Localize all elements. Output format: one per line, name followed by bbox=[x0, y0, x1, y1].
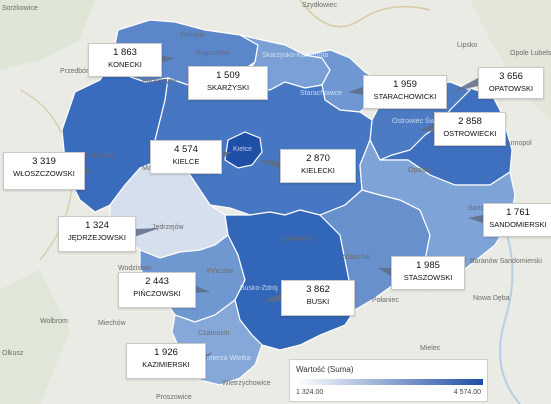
callout-kielecki[interactable]: 2 870 KIELECKI bbox=[280, 149, 356, 183]
callout-pointer-buski bbox=[262, 293, 281, 302]
callout-pointer-kazimierski bbox=[204, 352, 212, 364]
callout-kazimierski[interactable]: 1 926 KAZIMIERSKI bbox=[126, 343, 206, 379]
callout-pointer-ostrowiecki bbox=[420, 124, 434, 132]
callout-region-name: SKARŻYSKI bbox=[206, 82, 250, 92]
terrain-patch bbox=[0, 0, 95, 70]
place-label-proszowice: Proszowice bbox=[156, 394, 192, 401]
place-label-przedb-rz: Przedbórz bbox=[60, 68, 92, 75]
callout-region-name: OSTROWIECKI bbox=[443, 128, 497, 138]
callout-region-name: KIELECKI bbox=[301, 165, 335, 175]
place-label-polaniec: Połaniec bbox=[372, 297, 399, 304]
callout-region-name: STARACHOWICKI bbox=[373, 91, 437, 101]
place-label-mielec: Mielec bbox=[420, 345, 441, 352]
callout-region-name: STASZOWSKI bbox=[403, 272, 453, 282]
place-label-olkusz: Olkusz bbox=[2, 350, 24, 357]
callout-value: 1 985 bbox=[416, 260, 440, 271]
callout-pointer-kielce bbox=[220, 152, 232, 160]
callout-wloszczowski[interactable]: 3 319 WŁOSZCZOWSKI bbox=[3, 152, 85, 190]
place-label-starachowice: Starachowice bbox=[300, 90, 343, 97]
callout-value: 1 761 bbox=[506, 207, 530, 218]
legend-gradient-bar bbox=[296, 379, 483, 385]
callout-pinczowski[interactable]: 2 443 PIŃCZOWSKI bbox=[118, 272, 196, 308]
place-label-sorzkowice: Sorzkowice bbox=[2, 5, 38, 12]
place-label-chmielnik: Chmielnik bbox=[283, 236, 314, 243]
callout-region-name: KIELCE bbox=[172, 156, 200, 166]
place-label-miech-w: Miechów bbox=[98, 320, 126, 327]
place-label-opat-w: Opatów bbox=[408, 167, 433, 174]
legend-title: Wartość (Suma) bbox=[296, 365, 354, 374]
place-label-wietrzychowice: Wietrzychowice bbox=[222, 380, 271, 387]
callout-buski[interactable]: 3 862 BUSKI bbox=[281, 280, 355, 316]
place-label-jedrzej-w: Jędrzejów bbox=[152, 224, 184, 231]
callout-value: 1 926 bbox=[154, 347, 178, 358]
color-legend: Wartość (Suma) 1 324.00 4 574.00 bbox=[289, 359, 488, 402]
callout-ostrowiecki[interactable]: 2 858 OSTROWIECKI bbox=[434, 112, 506, 146]
callout-region-name: JĘDRZEJOWSKI bbox=[68, 232, 126, 242]
callout-staszowski[interactable]: 1 985 STASZOWSKI bbox=[391, 256, 465, 290]
callout-pointer-konecki bbox=[160, 55, 175, 63]
callout-pointer-starachowicki bbox=[348, 87, 363, 95]
place-label-busko-zdr-j: Busko-Zdrój bbox=[240, 285, 278, 292]
river bbox=[499, 229, 521, 404]
place-label-lipsko: Lipsko bbox=[457, 42, 478, 49]
place-label-ostrowiec-wietokrzyski: Ostrowiec Świętokrzyski bbox=[392, 118, 468, 125]
callout-pointer-jedrzejowski bbox=[134, 228, 160, 237]
callout-pointer-opatowski bbox=[452, 78, 478, 92]
callout-value: 3 862 bbox=[306, 284, 330, 295]
place-label-wodzislaw: Wodzisław bbox=[118, 265, 152, 272]
place-label-stasz-w: Staszów bbox=[343, 254, 370, 261]
place-label-kielce: Kielce bbox=[233, 146, 253, 153]
callout-kielce[interactable]: 4 574 KIELCE bbox=[150, 140, 222, 174]
callout-jedrzejowski[interactable]: 1 324 JĘDRZEJOWSKI bbox=[58, 216, 136, 252]
callout-pointer-kielecki bbox=[258, 160, 280, 169]
callout-region-name: KONECKI bbox=[108, 59, 142, 69]
callout-value: 2 443 bbox=[145, 276, 169, 287]
callout-value: 3 656 bbox=[499, 71, 523, 82]
callout-region-name: WŁOSZCZOWSKI bbox=[13, 168, 75, 178]
callout-value: 1 959 bbox=[393, 79, 417, 90]
place-label-st-pork-w: Stąporków bbox=[196, 50, 230, 57]
callout-value: 1 324 bbox=[85, 220, 109, 231]
place-label-opole-lubelskie: Opole Lubelskie bbox=[510, 50, 551, 57]
callout-sandomierski[interactable]: 1 761 SANDOMIERSKI bbox=[483, 203, 551, 237]
callout-pointer-sandomierski bbox=[468, 215, 483, 223]
callout-value: 1 509 bbox=[216, 70, 240, 81]
callout-region-name: BUSKI bbox=[306, 296, 330, 306]
place-label-annopol: Annopol bbox=[506, 140, 532, 147]
callout-pointer-wloszczowski bbox=[83, 166, 92, 174]
place-label-konskie: Końskie bbox=[180, 32, 205, 39]
callout-konecki[interactable]: 1 863 KONECKI bbox=[88, 43, 162, 77]
place-label-baran-w-sandomierski: Baranów Sandomierski bbox=[470, 258, 542, 265]
place-label-szydlowiec: Szydłowiec bbox=[302, 2, 338, 9]
place-label-pincz-w: Pińczów bbox=[207, 268, 234, 275]
place-label-wolbrom: Wolbrom bbox=[40, 318, 68, 325]
place-label-skarzysko-kamienna: Skarżysko-Kamienna bbox=[262, 52, 329, 59]
callout-value: 2 870 bbox=[306, 153, 330, 164]
road bbox=[299, 0, 431, 28]
terrain-patch bbox=[0, 270, 70, 404]
callout-region-name: OPATOWSKI bbox=[488, 83, 534, 93]
region-kielce[interactable] bbox=[224, 131, 263, 169]
callout-value: 4 574 bbox=[174, 144, 198, 155]
callout-value: 1 863 bbox=[113, 47, 137, 58]
place-label-czarnocin: Czarnocin bbox=[198, 330, 230, 337]
callout-region-name: SANDOMIERSKI bbox=[489, 219, 547, 229]
place-label-wloszczowa: Włoszczowa bbox=[75, 152, 114, 159]
callout-region-name: PIŃCZOWSKI bbox=[133, 288, 181, 298]
place-label-radoszyce: Radoszyce bbox=[142, 78, 177, 85]
callout-opatowski[interactable]: 3 656 OPATOWSKI bbox=[478, 67, 544, 99]
callout-pointer-pinczowski bbox=[194, 285, 210, 293]
callout-region-name: KAZIMIERSKI bbox=[142, 359, 190, 369]
callout-starachowicki[interactable]: 1 959 STARACHOWICKI bbox=[363, 75, 447, 109]
legend-min-label: 1 324.00 bbox=[296, 389, 324, 396]
callout-value: 2 858 bbox=[458, 116, 482, 127]
callout-value: 3 319 bbox=[32, 156, 56, 167]
place-label-nowa-deba: Nowa Dęba bbox=[473, 295, 510, 302]
place-label-kazimierza-wielka: Kazimierza Wielka bbox=[193, 355, 251, 362]
callout-pointer-staszowski bbox=[378, 268, 391, 276]
legend-max-label: 4 574.00 bbox=[453, 389, 481, 396]
callout-skarzyski[interactable]: 1 509 SKARŻYSKI bbox=[188, 66, 268, 100]
